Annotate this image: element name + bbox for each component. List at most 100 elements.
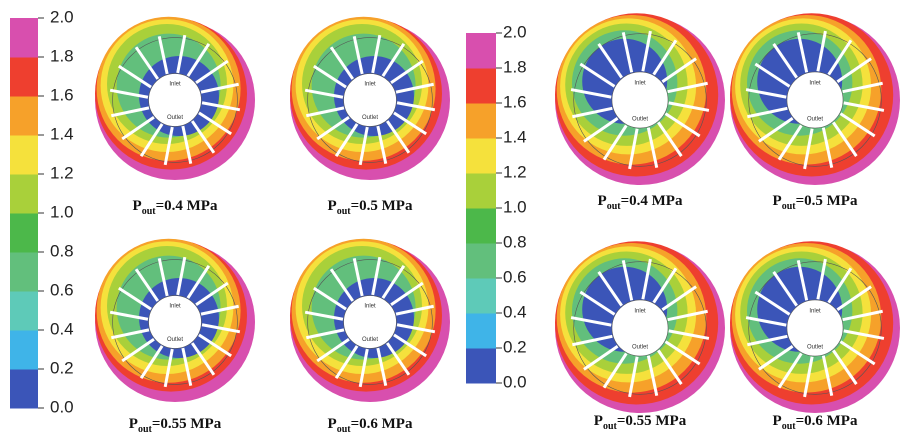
blade [657, 349, 683, 385]
blade [395, 304, 434, 316]
blade [329, 46, 355, 80]
colorbar-tick-label: 1.6 [50, 85, 74, 104]
colorbar-tick-label: 0.2 [50, 358, 74, 377]
blade [352, 36, 364, 75]
colorbar-band [466, 348, 496, 384]
caption-symbol: P [598, 193, 607, 209]
blade [745, 316, 787, 327]
colorbar-band [10, 330, 38, 370]
blade [668, 101, 710, 112]
blade [176, 34, 187, 74]
inlet-label: Inlet [634, 309, 646, 315]
contour-panel: Inlet Outlet [730, 13, 900, 185]
blade [390, 59, 424, 85]
contour-panel: Inlet Outlet [555, 13, 725, 185]
hub [786, 299, 844, 357]
blade [352, 258, 364, 297]
blade [839, 112, 876, 138]
blade [358, 126, 369, 166]
blade [358, 348, 369, 388]
blade [121, 115, 155, 141]
outlet-label: Outlet [362, 337, 378, 343]
blade [200, 82, 239, 94]
blade [579, 290, 616, 316]
blade [803, 356, 814, 398]
blade [316, 115, 350, 141]
contour-panel: Inlet Outlet [730, 241, 900, 413]
colorbar-band [466, 243, 496, 279]
panel-caption: Pout=0.5 MPa [773, 193, 858, 212]
blade [796, 32, 809, 73]
colorbar-band [466, 68, 496, 104]
volute-outline [748, 33, 882, 167]
caption-subscript: out [337, 424, 352, 435]
blade [157, 258, 169, 297]
volute-outline [307, 37, 433, 163]
caption-symbol: P [594, 413, 603, 429]
colorbar-band [10, 369, 38, 409]
blade [796, 260, 809, 301]
caption-subscript: out [607, 201, 622, 212]
blade [842, 81, 883, 94]
blade [667, 309, 708, 322]
blade [181, 347, 193, 386]
colorbar-tick-label: 0.4 [50, 319, 74, 338]
blade [181, 125, 193, 164]
inlet-label: Inlet [364, 304, 376, 310]
colorbar-tick-label: 2.0 [503, 22, 527, 41]
blade [393, 111, 427, 136]
caption-value: =0.4 MPa [156, 198, 218, 214]
blade [661, 57, 697, 83]
hub [343, 73, 397, 127]
blade [821, 355, 834, 396]
blade [371, 256, 382, 296]
contour-panel: Inlet Outlet [95, 238, 255, 402]
caption-symbol: P [328, 416, 337, 432]
blade [163, 126, 174, 166]
panel-caption: Pout=0.4 MPa [598, 193, 683, 212]
colorbar-band [466, 33, 496, 69]
blade [803, 128, 814, 170]
colorbar-tick-label: 0.0 [50, 397, 74, 416]
blade [583, 345, 619, 371]
blade [772, 43, 798, 79]
outlet-label: Outlet [362, 115, 378, 121]
blade [139, 345, 164, 379]
blade [628, 128, 639, 170]
caption-symbol: P [328, 198, 337, 214]
caption-symbol: P [133, 198, 142, 214]
caption-value: =0.55 MPa [617, 413, 687, 429]
panel-caption: Pout=0.55 MPa [129, 416, 222, 435]
blade [579, 62, 616, 88]
blade [313, 286, 347, 311]
contour-panel: Inlet Outlet [95, 16, 255, 180]
blade [396, 323, 436, 334]
outlet-label: Outlet [632, 116, 648, 122]
blade [381, 265, 406, 299]
blade [821, 127, 834, 168]
blade [385, 120, 411, 154]
blade [111, 106, 150, 118]
blade [198, 333, 232, 358]
blade [195, 281, 229, 307]
blade [329, 268, 355, 302]
volute-outline [307, 259, 433, 385]
panel-caption: Pout=0.6 MPa [773, 413, 858, 432]
colorbar-tick-label: 0.0 [503, 372, 527, 391]
blade [195, 59, 229, 85]
volute-outline [573, 33, 707, 167]
caption-value: =0.55 MPa [152, 416, 222, 432]
blade [641, 258, 652, 300]
blade [111, 328, 150, 340]
blade [334, 123, 359, 157]
colorbar-tick-label: 1.8 [503, 57, 527, 76]
blade [121, 337, 155, 363]
blade [570, 88, 612, 99]
blade [306, 106, 345, 118]
blade [381, 43, 406, 77]
blade [190, 342, 216, 376]
caption-subscript: out [603, 421, 618, 432]
caption-value: =0.5 MPa [351, 198, 413, 214]
volute-outline [748, 261, 882, 395]
blade [772, 271, 798, 307]
